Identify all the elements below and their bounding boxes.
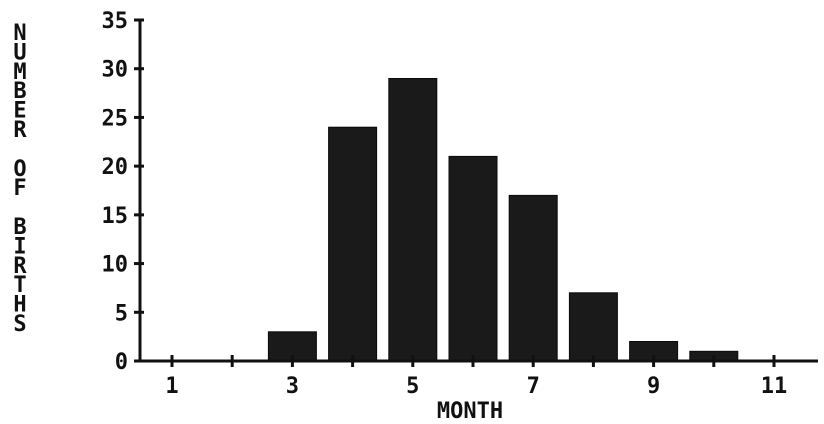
bar-month-8 bbox=[568, 292, 618, 362]
y-axis-title-letter: S bbox=[13, 312, 26, 337]
x-ticks-group: 1 3 5 7 9 11 bbox=[165, 355, 787, 399]
y-tick-label: 20 bbox=[102, 155, 129, 180]
y-axis-title-letter: T bbox=[13, 273, 26, 298]
y-tick-label: 30 bbox=[102, 58, 129, 83]
y-axis-title-letter: R bbox=[13, 254, 27, 279]
y-tick-label: 0 bbox=[115, 350, 128, 375]
y-axis-title-letter: U bbox=[13, 40, 26, 65]
x-tick-label: 9 bbox=[647, 374, 660, 399]
x-tick-label: 7 bbox=[527, 374, 540, 399]
y-axis-title-letter: B bbox=[13, 79, 26, 104]
bars-group bbox=[267, 78, 739, 362]
y-ticks-group: 0 5 10 15 20 25 30 35 bbox=[102, 9, 144, 375]
x-tick-label: 1 bbox=[165, 374, 178, 399]
y-tick-label: 5 bbox=[115, 301, 128, 326]
y-axis-title-letter: M bbox=[13, 60, 26, 85]
y-tick-label: 10 bbox=[102, 253, 129, 278]
y-tick-label: 35 bbox=[102, 9, 129, 34]
y-axis-title-letter: F bbox=[13, 176, 26, 201]
x-tick-label: 5 bbox=[406, 374, 419, 399]
x-axis-title: MONTH bbox=[437, 399, 503, 424]
bar-month-6 bbox=[448, 155, 498, 362]
y-axis-title-letter: E bbox=[13, 99, 26, 124]
y-tick-label: 25 bbox=[102, 106, 129, 131]
y-axis-title-letter: N bbox=[13, 21, 26, 46]
bar-month-7 bbox=[508, 194, 558, 362]
axes-group bbox=[138, 20, 818, 363]
y-axis-title-letter: O bbox=[13, 157, 26, 182]
bar-month-4 bbox=[328, 126, 378, 362]
x-tick-label: 3 bbox=[286, 374, 299, 399]
x-tick-label: 11 bbox=[761, 374, 788, 399]
y-tick-label: 15 bbox=[102, 204, 129, 229]
bar-month-5 bbox=[388, 78, 438, 362]
y-axis-title-letter: H bbox=[13, 293, 26, 318]
y-axis-title-letter: I bbox=[13, 234, 26, 259]
y-axis-title-letter: B bbox=[13, 215, 26, 240]
y-axis-title-letter: R bbox=[13, 118, 27, 143]
